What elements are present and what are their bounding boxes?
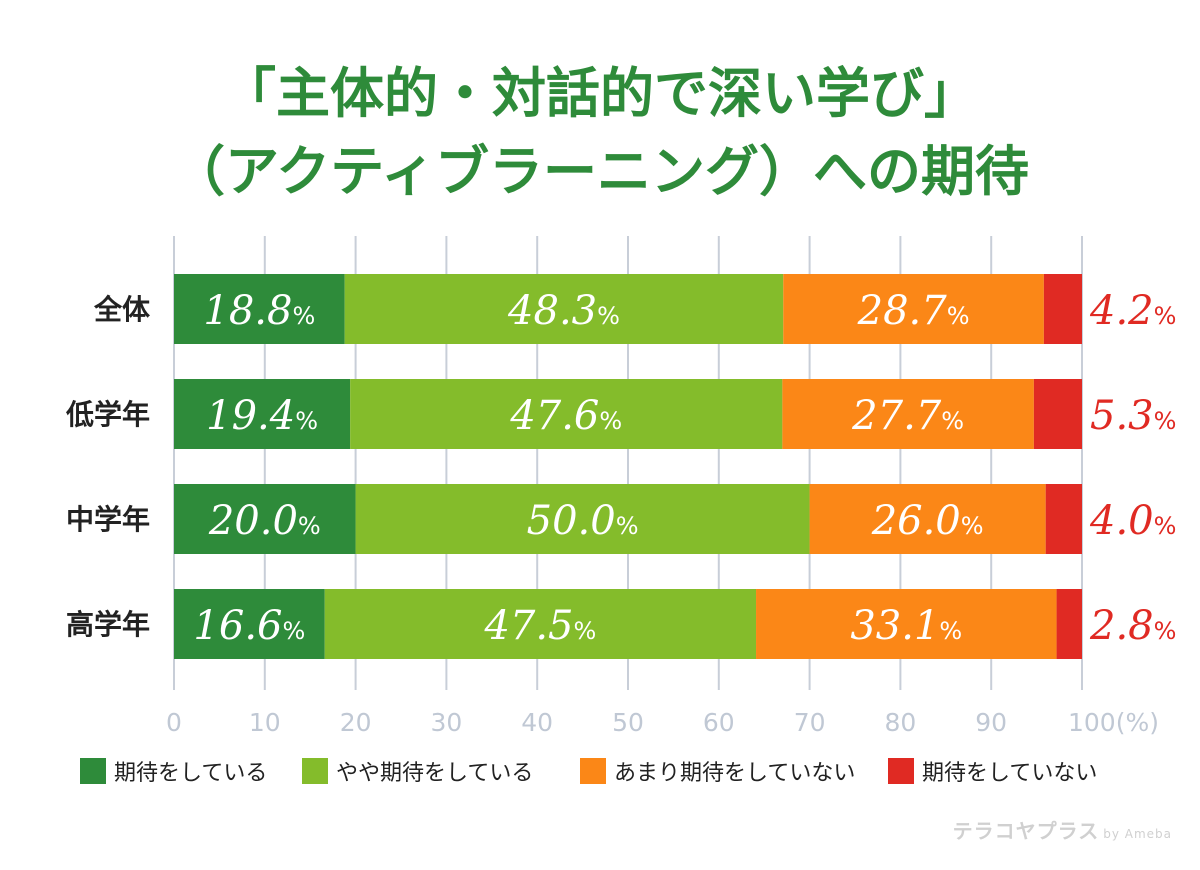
bar-segment [1045,484,1082,554]
chart-title-line1: 「主体的・対話的で深い学び」 [222,62,978,125]
data-label: 16.6% [193,603,305,649]
watermark-logo: テラコヤプラス by Ameba [953,815,1172,844]
bar-segment [783,274,1044,344]
data-label: 18.8% [203,288,315,334]
bar-segment [809,484,1046,554]
bar-segment [350,379,783,449]
legend-label: 期待をしている [114,761,267,786]
data-label: 4.2% [1089,288,1176,334]
x-tick-label: 50 [612,708,644,737]
x-tick-label: 90 [975,708,1007,737]
bar-segment [174,274,345,344]
bar-segment [174,379,351,449]
bar-segment [344,274,784,344]
x-tick-label: 20 [340,708,372,737]
data-label: 47.5% [483,603,596,649]
watermark-sub: by Ameba [1103,827,1172,841]
bar-segment [1056,589,1082,659]
x-tick-label: 60 [703,708,735,737]
x-tick-label: 100(%) [1068,708,1159,737]
legend-label: やや期待をしている [336,761,533,786]
data-label: 47.6% [509,393,622,439]
category-label: 中学年 [66,503,150,536]
data-label: 5.3% [1090,393,1176,439]
category-label: 全体 [93,293,151,326]
bar-segment [174,589,325,659]
legend-swatch [580,758,606,784]
data-label: 27.7% [851,393,964,439]
data-label: 2.8% [1089,603,1176,649]
bar-segment [355,484,810,554]
x-tick-label: 10 [249,708,281,737]
watermark-main: テラコヤプラス [952,819,1100,843]
data-label: 4.0% [1089,498,1176,544]
x-tick-label: 30 [430,708,462,737]
chart-title-line2: （アクティブラーニング）への期待 [170,140,1030,203]
data-label: 26.0% [871,498,984,544]
data-label: 28.7% [857,288,970,334]
category-label: 低学年 [65,398,150,431]
data-label: 33.1% [850,603,962,649]
bar-segment [1033,379,1082,449]
bar-segment [324,589,757,659]
legend-swatch [888,758,914,784]
data-label: 50.0% [527,498,639,544]
data-label: 19.4% [206,393,318,439]
bar-segment [174,484,356,554]
x-tick-label: 80 [884,708,916,737]
bar-segment [756,589,1057,659]
x-tick-label: 40 [521,708,553,737]
legend-label: 期待をしていない [922,761,1097,786]
legend-swatch [80,758,106,784]
data-label: 20.0% [208,498,321,544]
x-tick-label: 70 [794,708,826,737]
data-label: 48.3% [507,288,620,334]
bar-segment [1043,274,1082,344]
category-label: 高学年 [66,608,150,641]
legend-swatch [302,758,328,784]
legend-label: あまり期待をしていない [614,761,855,786]
bar-segment [782,379,1034,449]
x-tick-label: 0 [166,708,182,737]
